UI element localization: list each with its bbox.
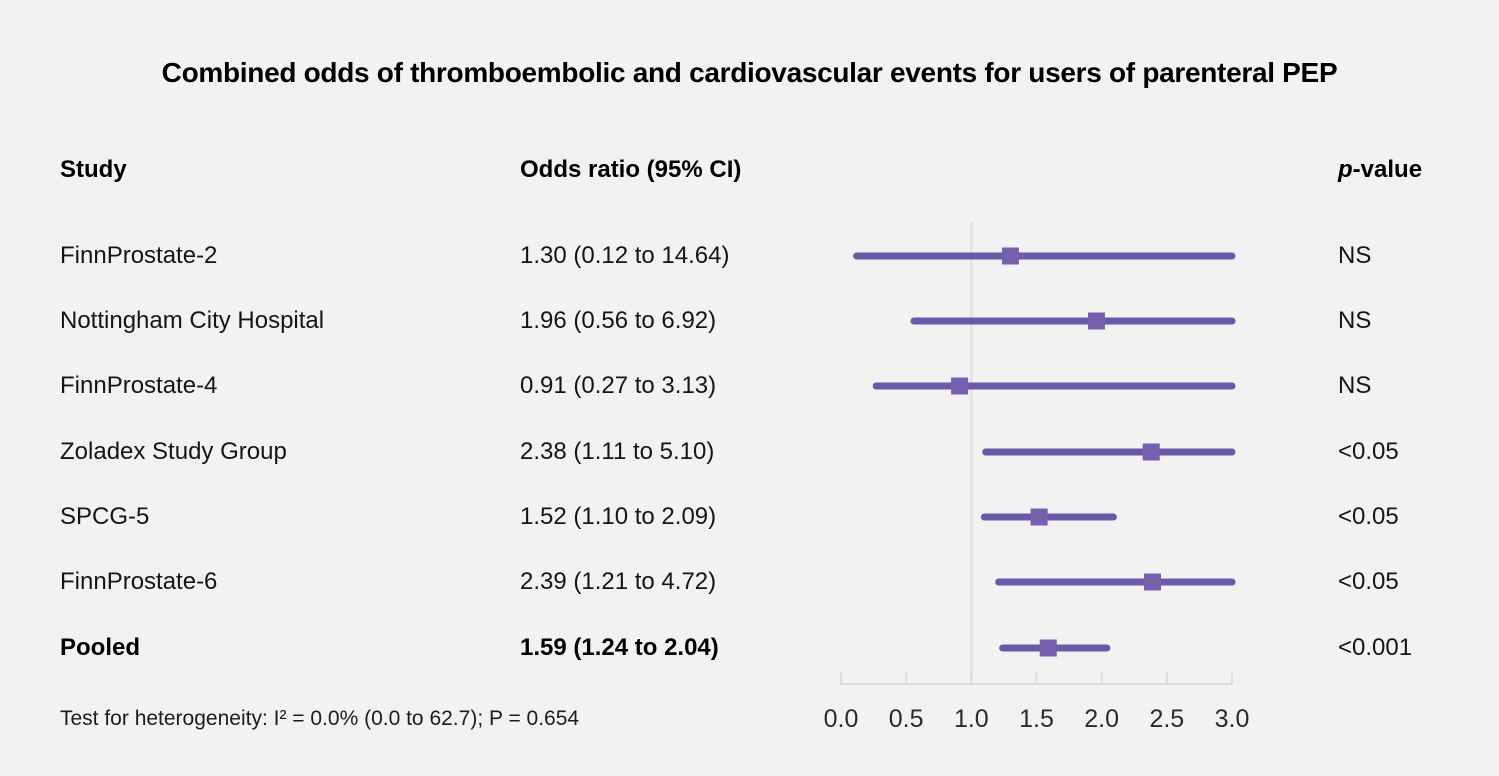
odds-ratio-marker <box>1087 312 1105 330</box>
study-name: Zoladex Study Group <box>60 438 287 465</box>
odds-ratio-marker <box>1039 639 1057 657</box>
study-name: SPCG-5 <box>60 503 150 530</box>
column-header-odds-ratio: Odds ratio (95% CI) <box>520 156 742 183</box>
x-axis-tick-label: 2.5 <box>1149 705 1184 733</box>
p-value: NS <box>1338 372 1372 399</box>
odds-ratio-marker <box>1143 573 1161 591</box>
p-value: NS <box>1338 307 1372 334</box>
p-value: NS <box>1338 242 1372 269</box>
odds-ratio-marker <box>1030 508 1048 526</box>
study-name: FinnProstate-2 <box>60 242 218 269</box>
x-axis-tick-label: 1.5 <box>1019 705 1054 733</box>
odds-ratio-value: 2.38 (1.11 to 5.10) <box>520 438 715 465</box>
odds-ratio-value: 0.91 (0.27 to 3.13) <box>520 372 717 399</box>
p-value-header-rest: -value <box>1352 156 1423 183</box>
odds-ratio-marker <box>1001 247 1019 265</box>
x-axis-tick-label: 2.0 <box>1084 705 1119 733</box>
odds-ratio-value: 1.52 (1.10 to 2.09) <box>520 503 717 530</box>
p-value: <0.05 <box>1338 568 1399 595</box>
odds-ratio-value: 1.96 (0.56 to 6.92) <box>520 307 717 334</box>
column-header-study: Study <box>60 156 127 183</box>
chart-title: Combined odds of thromboembolic and card… <box>161 57 1338 88</box>
p-value-header-italic-p: p <box>1338 156 1353 183</box>
p-value: <0.05 <box>1338 438 1399 465</box>
odds-ratio-marker <box>951 377 969 395</box>
column-header-p-value: p-value <box>1338 156 1422 184</box>
x-axis-line <box>840 672 1233 685</box>
odds-ratio-marker <box>1142 443 1160 461</box>
x-axis-tick-label: 0.5 <box>889 705 924 733</box>
p-value: <0.001 <box>1338 634 1413 661</box>
odds-ratio-value: 2.39 (1.21 to 4.72) <box>520 568 717 595</box>
study-name: FinnProstate-6 <box>60 568 218 595</box>
x-axis-tick-label: 3.0 <box>1215 705 1250 733</box>
odds-ratio-value: 1.59 (1.24 to 2.04) <box>520 634 719 661</box>
heterogeneity-note: Test for heterogeneity: I² = 0.0% (0.0 t… <box>60 707 580 730</box>
p-value: <0.05 <box>1338 503 1399 530</box>
study-name: FinnProstate-4 <box>60 372 218 399</box>
odds-ratio-value: 1.30 (0.12 to 14.64) <box>520 242 730 269</box>
study-name: Nottingham City Hospital <box>60 307 325 334</box>
x-axis-tick-label: 1.0 <box>954 705 989 733</box>
study-name: Pooled <box>60 634 141 661</box>
x-axis-tick-label: 0.0 <box>824 705 859 733</box>
